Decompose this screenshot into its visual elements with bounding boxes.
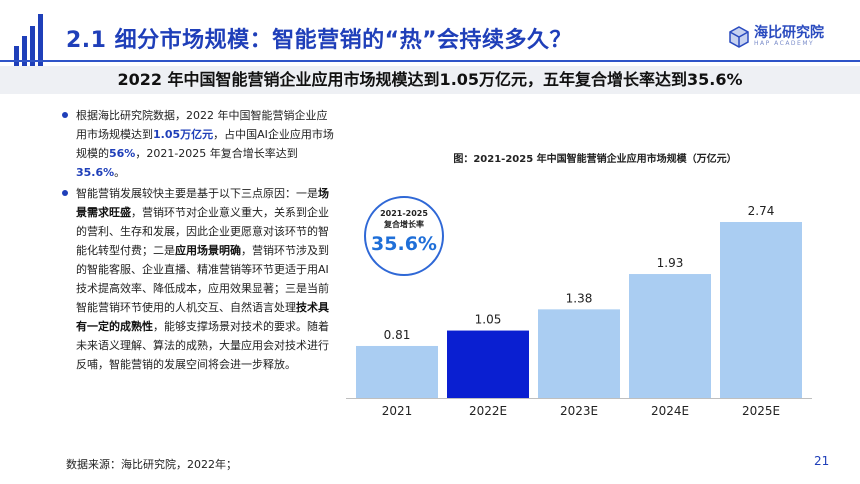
cagr-badge: 2021-2025 复合增长率 35.6% — [364, 196, 444, 276]
bullet-text-run: 技术具有一定的成熟性 — [76, 301, 329, 333]
bar-value-label: 0.81 — [384, 328, 411, 342]
bullet-text-run: 根据海比研究院数据，2022 年中国智能营销企业应用市场规模达到 — [76, 109, 328, 141]
bullet-item-market-size: 根据海比研究院数据，2022 年中国智能营销企业应用市场规模达到1.05万亿元，… — [62, 106, 334, 182]
bullet-list: 根据海比研究院数据，2022 年中国智能营销企业应用市场规模达到1.05万亿元，… — [62, 106, 334, 376]
bar-2022E — [447, 330, 529, 398]
header-divider — [0, 60, 860, 62]
logo-subtext: HAP ACADEMY — [754, 40, 815, 47]
cagr-label-period: 2021-2025 — [380, 209, 428, 218]
cagr-label-name: 复合增长率 — [384, 220, 424, 229]
logo-text: 海比研究院 — [754, 25, 824, 41]
page-number: 21 — [814, 454, 830, 468]
bullet-text: 根据海比研究院数据，2022 年中国智能营销企业应用市场规模达到1.05万亿元，… — [76, 109, 334, 179]
bullet-text-run: 场景需求旺盛 — [76, 187, 329, 219]
bar-2024E — [629, 274, 711, 398]
bar-2021 — [356, 345, 438, 398]
decorative-bars-icon — [14, 14, 58, 66]
x-tick-label: 2025E — [742, 404, 780, 418]
bullet-text-run: 1.05万亿元 — [153, 128, 214, 141]
bullet-text-run: ，营销环节对企业意义重大，关系到企业的营利、生存和发展，因此企业更愿意对该环节的… — [76, 206, 329, 257]
subtitle-banner: 2022 年中国智能营销企业应用市场规模达到1.05万亿元，五年复合增长率达到3… — [0, 66, 860, 94]
bullet-dot-icon — [62, 112, 68, 118]
bullet-text: 智能营销发展较快主要是基于以下三点原因：一是场景需求旺盛，营销环节对企业意义重大… — [76, 187, 329, 371]
bullet-text-run: 应用场景明确 — [175, 244, 241, 257]
x-tick-label: 2024E — [651, 404, 689, 418]
bar-value-label: 1.93 — [657, 256, 684, 270]
bullet-text-run: ，营销环节涉及到的智能客服、企业直播、精准营销等环节更适于用AI技术提高效率、降… — [76, 244, 329, 314]
bar-value-label: 1.38 — [566, 291, 593, 305]
bar-value-label: 2.74 — [748, 204, 775, 218]
page-title: 2.1 细分市场规模：智能营销的“热”会持续多久？ — [66, 28, 573, 53]
bar-value-label: 1.05 — [475, 313, 502, 327]
x-tick-label: 2022E — [469, 404, 507, 418]
bullet-text-run: ，2021-2025 年复合增长率达到 — [135, 147, 298, 160]
bullet-text-run: 56% — [109, 147, 136, 160]
bullet-dot-icon — [62, 190, 68, 196]
bullet-text-run: 智能营销发展较快主要是基于以下三点原因：一是 — [76, 187, 318, 200]
bar-2025E — [720, 222, 802, 398]
cagr-value: 35.6% — [371, 233, 437, 255]
bullet-text-run: ，占中国AI企业应用市场规模的 — [76, 128, 334, 160]
bar-chart: 0.81 2021 1.05 2022E 1.38 2023E 1.93 2024E 2.74 2… — [346, 204, 812, 418]
x-tick-label: 2021 — [382, 404, 413, 418]
bullet-text-run: 。 — [114, 166, 126, 179]
logo: 海比研究院 HAP ACADEMY — [728, 26, 824, 48]
bullet-item-reasons: 智能营销发展较快主要是基于以下三点原因：一是场景需求旺盛，营销环节对企业意义重大… — [62, 184, 334, 374]
logo-cube-icon — [729, 26, 749, 48]
data-source: 数据来源：海比研究院，2022年； — [66, 458, 237, 471]
chart-title: 图：2021-2025 年中国智能营销企业应用市场规模（万亿元） — [453, 154, 737, 165]
bullet-text-run: 35.6% — [76, 166, 115, 179]
bar-2023E — [538, 309, 620, 398]
x-tick-label: 2023E — [560, 404, 598, 418]
bullet-text-run: ，能够支撑场景对技术的要求。随着未来语义理解、算法的成熟，大量应用会对技术进行反… — [76, 320, 329, 371]
